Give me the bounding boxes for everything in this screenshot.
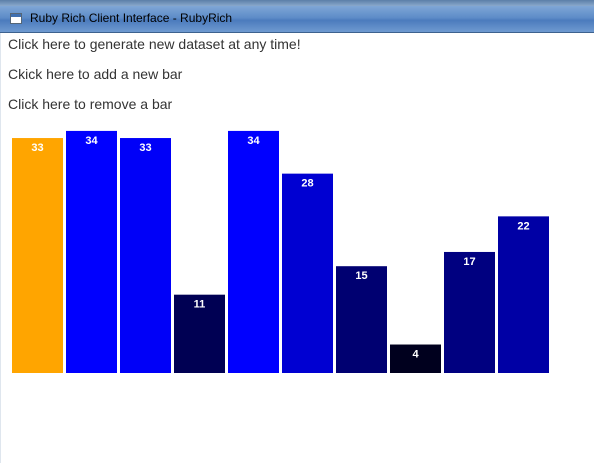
bar-4[interactable] [174,294,225,373]
bar-6[interactable] [282,173,333,373]
bar-7[interactable] [336,266,387,373]
bar-value-label-8: 4 [412,349,419,361]
bar-value-label-5: 34 [247,135,260,147]
window-app-icon [10,13,22,24]
bar-value-label-9: 17 [463,256,475,268]
bar-10[interactable] [498,216,549,373]
bar-chart: 33 34 33 11 34 28 15 4 17 22 [12,130,549,373]
window-titlebar[interactable]: Ruby Rich Client Interface - RubyRich [0,6,594,33]
bar-value-label-7: 15 [355,270,367,282]
bar-8[interactable] [390,344,441,373]
remove-bar-link[interactable]: Click here to remove a bar [8,96,173,112]
bar-3[interactable] [120,138,171,373]
bar-value-label-1: 33 [31,142,43,154]
bar-2[interactable] [66,130,117,373]
bar-value-label-3: 33 [139,142,151,154]
generate-dataset-link[interactable]: Click here to generate new dataset at an… [8,36,301,52]
client-area: Click here to generate new dataset at an… [1,33,594,463]
window-title: Ruby Rich Client Interface - RubyRich [30,11,233,25]
bar-1[interactable] [12,138,63,373]
window-top-edge [0,0,594,6]
bar-9[interactable] [444,251,495,373]
bar-value-label-10: 22 [517,220,529,232]
add-bar-link[interactable]: Ckick here to add a new bar [8,66,183,82]
bar-5[interactable] [228,130,279,373]
bar-value-label-6: 28 [301,178,313,190]
bar-value-label-2: 34 [85,135,98,147]
bar-value-label-4: 11 [194,299,206,311]
